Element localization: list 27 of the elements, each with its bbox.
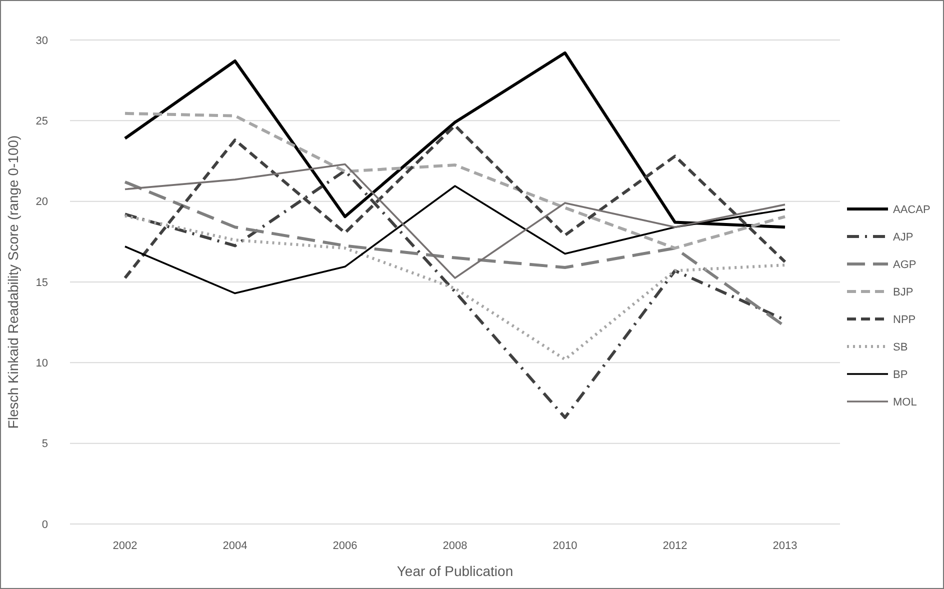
line-series [124,214,786,361]
line-series [124,163,786,279]
legend-label: BP [893,368,908,381]
x-tick-label: 2013 [772,540,798,552]
legend-label: AGP [893,258,916,271]
y-axis-title: Flesch Kinkaid Readability Score (range 0-100) [5,135,21,429]
y-tick-label: 15 [36,276,48,289]
legend-label: MOL [893,396,917,408]
x-axis-title: Year of Publication [396,563,514,579]
y-tick-label: 5 [42,438,48,450]
x-tick-label: 2012 [662,540,688,552]
legend-label: AJP [893,231,914,244]
x-tick-label: 2010 [552,540,578,552]
legend-label: SB [893,341,908,354]
legend-label: BJP [893,286,914,298]
x-tick-label: 2002 [112,540,138,552]
y-tick-label: 25 [36,116,48,128]
legend-label: AACAP [893,204,930,216]
x-tick-label: 2008 [442,540,468,552]
y-tick-label: 30 [36,34,48,47]
line-series [124,112,786,250]
y-tick-label: 20 [36,196,48,208]
y-tick-label: 0 [42,518,48,531]
legend-label: NPP [893,314,916,326]
x-tick-label: 2006 [332,540,358,552]
y-tick-label: 10 [36,358,48,370]
x-tick-label: 2004 [222,540,248,552]
